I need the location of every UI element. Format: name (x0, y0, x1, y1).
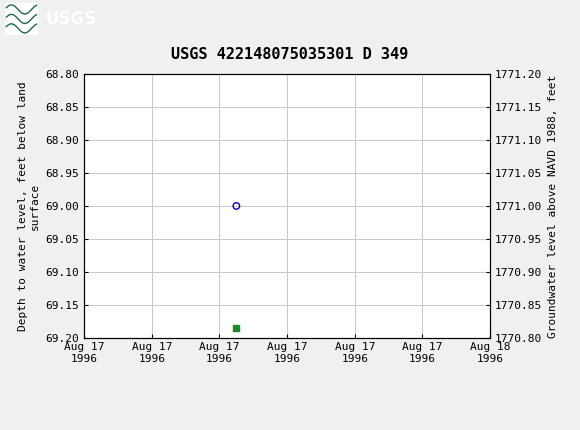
Y-axis label: Depth to water level, feet below land
surface: Depth to water level, feet below land su… (19, 81, 40, 331)
Legend: Period of approved data: Period of approved data (200, 429, 374, 430)
Y-axis label: Groundwater level above NAVD 1988, feet: Groundwater level above NAVD 1988, feet (548, 74, 558, 338)
Text: USGS 422148075035301 D 349: USGS 422148075035301 D 349 (171, 47, 409, 62)
Point (231, 203, 241, 209)
Text: USGS: USGS (45, 10, 96, 28)
Bar (5, 3, 38, 35)
Point (231, 324, 241, 331)
